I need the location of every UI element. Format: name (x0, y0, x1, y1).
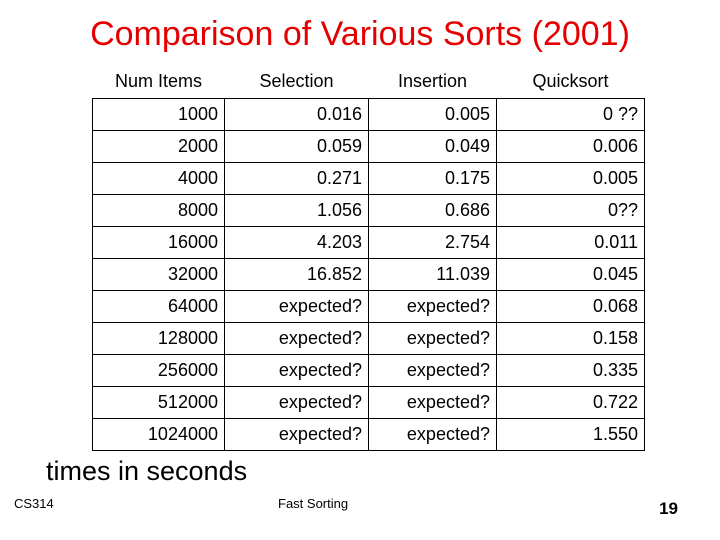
cell-quicksort: 0.335 (496, 354, 645, 387)
cell-quicksort: 0 ?? (496, 98, 645, 131)
cell-selection: expected? (224, 354, 369, 387)
table-row: 1024000 expected? expected? 1.550 (92, 418, 645, 451)
cell-quicksort: 0.005 (496, 162, 645, 195)
slide-title: Comparison of Various Sorts (2001) (90, 15, 630, 53)
sort-times-table: Num Items Selection Insertion Quicksort … (92, 64, 645, 451)
cell-num-items: 256000 (92, 354, 225, 387)
cell-num-items: 32000 (92, 258, 225, 291)
cell-selection: 16.852 (224, 258, 369, 291)
cell-selection: 4.203 (224, 226, 369, 259)
cell-num-items: 1000 (92, 98, 225, 131)
cell-num-items: 1024000 (92, 418, 225, 451)
header-selection: Selection (259, 70, 334, 91)
cell-insertion: expected? (368, 354, 497, 387)
table-header-row: Num Items Selection Insertion Quicksort (93, 64, 645, 99)
cell-num-items: 512000 (92, 386, 225, 419)
cell-selection: expected? (224, 290, 369, 323)
cell-selection: 0.059 (224, 130, 369, 163)
cell-quicksort: 0?? (496, 194, 645, 227)
cell-selection: expected? (224, 386, 369, 419)
table-row: 32000 16.852 11.039 0.045 (92, 258, 645, 291)
cell-selection: 0.016 (224, 98, 369, 131)
units-note: times in seconds (46, 456, 248, 486)
cell-insertion: 0.005 (368, 98, 497, 131)
cell-insertion: expected? (368, 386, 497, 419)
cell-quicksort: 0.158 (496, 322, 645, 355)
cell-insertion: 0.175 (368, 162, 497, 195)
cell-num-items: 128000 (92, 322, 225, 355)
page-number: 19 (659, 499, 678, 518)
cell-insertion: 0.686 (368, 194, 497, 227)
table-row: 4000 0.271 0.175 0.005 (92, 162, 645, 195)
header-num-items: Num Items (114, 70, 202, 91)
table-row: 256000 expected? expected? 0.335 (92, 354, 645, 387)
cell-quicksort: 0.722 (496, 386, 645, 419)
cell-num-items: 4000 (92, 162, 225, 195)
cell-quicksort: 0.011 (496, 226, 645, 259)
cell-selection: expected? (224, 418, 369, 451)
cell-num-items: 64000 (92, 290, 225, 323)
table-row: 512000 expected? expected? 0.722 (92, 386, 645, 419)
cell-insertion: 2.754 (368, 226, 497, 259)
cell-num-items: 16000 (92, 226, 225, 259)
cell-insertion: expected? (368, 322, 497, 355)
cell-num-items: 2000 (92, 130, 225, 163)
table-row: 1000 0.016 0.005 0 ?? (92, 98, 645, 131)
cell-insertion: expected? (368, 290, 497, 323)
header-insertion: Insertion (397, 70, 468, 91)
table-row: 64000 expected? expected? 0.068 (92, 290, 645, 323)
footer-topic: Fast Sorting (278, 496, 349, 511)
footer-course: CS314 (14, 496, 54, 511)
cell-insertion: 0.049 (368, 130, 497, 163)
table-row: 16000 4.203 2.754 0.011 (92, 226, 645, 259)
table-row: 128000 expected? expected? 0.158 (92, 322, 645, 355)
cell-quicksort: 0.068 (496, 290, 645, 323)
cell-num-items: 8000 (92, 194, 225, 227)
cell-selection: 0.271 (224, 162, 369, 195)
table-row: 8000 1.056 0.686 0?? (92, 194, 645, 227)
table-row: 2000 0.059 0.049 0.006 (92, 130, 645, 163)
cell-insertion: expected? (368, 418, 497, 451)
header-quicksort: Quicksort (532, 70, 609, 91)
cell-quicksort: 0.006 (496, 130, 645, 163)
cell-selection: 1.056 (224, 194, 369, 227)
cell-quicksort: 0.045 (496, 258, 645, 291)
cell-insertion: 11.039 (368, 258, 497, 291)
cell-quicksort: 1.550 (496, 418, 645, 451)
cell-selection: expected? (224, 322, 369, 355)
